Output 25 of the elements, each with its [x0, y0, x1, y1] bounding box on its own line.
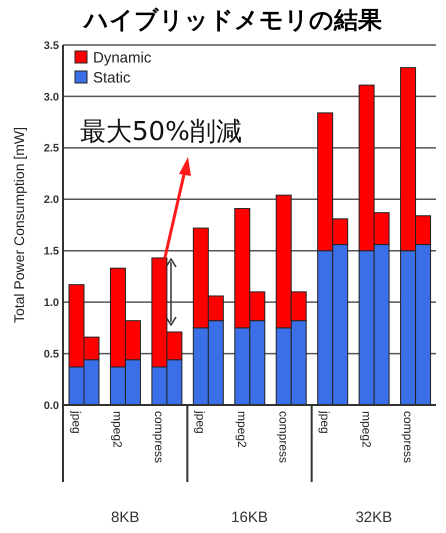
- x-tick-label: compress: [276, 411, 291, 464]
- y-axis-title: Total Power Consumption [mW]: [11, 126, 27, 324]
- y-tick-label: 0.0: [44, 400, 59, 412]
- y-tick-label: 3.5: [44, 40, 59, 52]
- legend-label: Dynamic: [93, 49, 152, 66]
- text: 8KB: [110, 509, 140, 526]
- x-tick-label: compress: [400, 411, 415, 464]
- x-tick-label: compress: [152, 411, 166, 464]
- x-tick-label: mpeg2: [235, 411, 250, 448]
- y-tick-label: 2.0: [44, 194, 59, 206]
- x-tick-label: jpeg: [318, 410, 332, 434]
- y-tick-label: 0.5: [44, 348, 59, 360]
- x-tick-label: mpeg2: [359, 411, 374, 448]
- x-tick-label: jpeg: [194, 410, 208, 434]
- y-tick-label: 2.5: [44, 142, 59, 155]
- text: 32KB: [355, 509, 392, 526]
- y-tick-label: 1.5: [44, 246, 59, 258]
- text: 16KB: [231, 509, 268, 526]
- x-tick-label: mpeg2: [110, 411, 125, 448]
- chart-title: ハイブリッドメモリの結果: [82, 6, 382, 34]
- y-tick-label: 3.0: [44, 91, 59, 104]
- y-tick-label: 1.0: [44, 296, 59, 309]
- x-tick-label: jpeg: [69, 410, 84, 434]
- legend-label: Static: [93, 69, 132, 86]
- annotation: 最大50%削減: [80, 117, 242, 147]
